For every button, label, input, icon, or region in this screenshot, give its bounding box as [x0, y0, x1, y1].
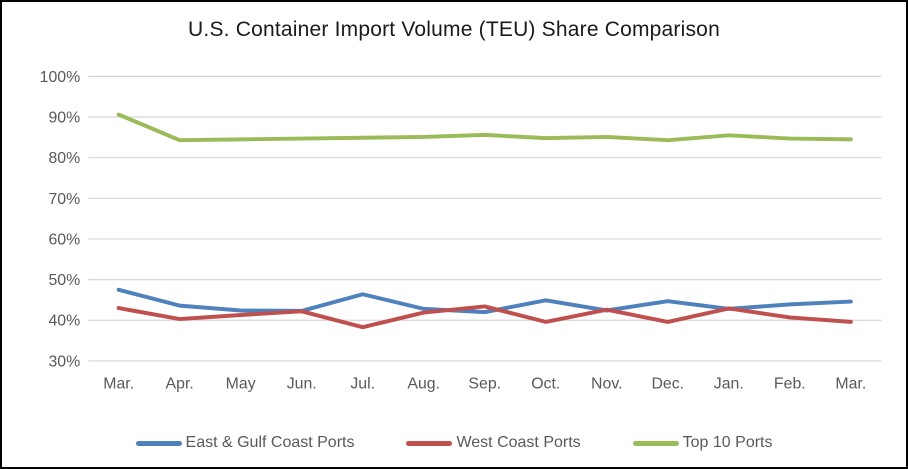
x-tick-label: Jan. — [714, 376, 744, 393]
y-tick-label: 90% — [48, 109, 80, 126]
legend-item-east-gulf-coast-ports: East & Gulf Coast Ports — [135, 434, 355, 452]
y-tick-label: 80% — [48, 150, 80, 167]
y-tick-label: 50% — [48, 272, 80, 289]
y-tick-label: 70% — [48, 191, 80, 208]
series-line-top-10-ports — [116, 112, 853, 143]
x-tick-label: Dec. — [651, 376, 684, 393]
x-tick-label: Nov. — [591, 376, 622, 393]
y-tick-label: 60% — [48, 231, 80, 248]
y-tick-label: 30% — [48, 353, 80, 370]
x-tick-label: Jul. — [350, 376, 375, 393]
x-tick-label: May — [226, 376, 256, 393]
legend-label-top-10-ports: Top 10 Ports — [682, 434, 773, 451]
legend-swatch-top-10-ports — [632, 440, 679, 446]
legend-label-west-coast-ports: West Coast Ports — [456, 434, 581, 451]
legend: East & Gulf Coast Ports West Coast Ports… — [2, 434, 906, 452]
y-tick-label: 40% — [48, 313, 80, 330]
legend-swatch-west-coast-ports — [406, 440, 453, 446]
x-tick-label: Feb. — [774, 376, 806, 393]
x-tick-label: Mar. — [103, 376, 134, 393]
x-tick-label: Jun. — [287, 376, 317, 393]
series-line-west-coast-ports — [116, 304, 853, 330]
x-tick-label: Aug. — [407, 376, 440, 393]
x-tick-label: Sep. — [468, 376, 501, 393]
x-tick-label: Mar. — [835, 376, 866, 393]
chart-title: U.S. Container Import Volume (TEU) Share… — [188, 18, 720, 41]
x-tick-label: Oct. — [531, 376, 560, 393]
legend-item-top-10-ports: Top 10 Ports — [632, 434, 773, 452]
y-tick-label: 100% — [40, 69, 81, 86]
x-tick-label: Apr. — [166, 376, 194, 393]
legend-swatch-east-gulf-coast-ports — [135, 440, 182, 446]
legend-item-west-coast-ports: West Coast Ports — [406, 434, 581, 452]
legend-label-east-gulf-coast-ports: East & Gulf Coast Ports — [185, 434, 355, 451]
